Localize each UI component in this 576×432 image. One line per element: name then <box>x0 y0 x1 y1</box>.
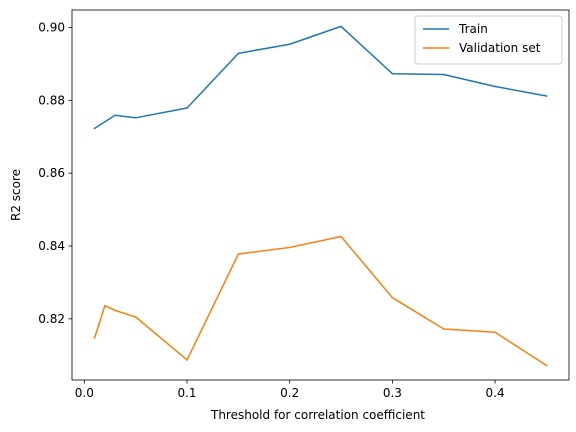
data-point <box>186 359 188 361</box>
axes-frame <box>71 9 570 381</box>
data-point <box>104 304 106 307</box>
x-tick-label: 0.1 <box>177 386 196 400</box>
x-tick-label: 0.2 <box>280 386 299 400</box>
data-point <box>340 25 342 28</box>
data-point <box>93 337 96 339</box>
y-axis-label: R2 score <box>9 169 23 221</box>
data-point <box>391 296 394 299</box>
y-tick-label: 0.90 <box>38 20 65 34</box>
data-point <box>114 309 116 312</box>
legend: Train Validation set <box>414 15 563 65</box>
y-axis-ticks: 0.82 0.84 0.86 0.88 0.90 <box>38 20 72 326</box>
y-tick-label: 0.86 <box>38 166 65 180</box>
legend-label-train: Train <box>458 22 488 36</box>
x-tick-label: 0.4 <box>486 386 505 400</box>
data-point <box>186 107 188 109</box>
series-layer <box>93 25 548 367</box>
data-point <box>442 328 445 330</box>
data-point <box>545 95 548 97</box>
x-axis-label: Threshold for correlation coefficient <box>210 408 425 422</box>
data-point <box>494 85 496 88</box>
x-axis-ticks: 0.0 0.1 0.2 0.3 0.4 <box>75 380 505 400</box>
x-tick-label: 0.0 <box>75 386 94 400</box>
legend-label-validation: Validation set <box>459 41 541 55</box>
data-point <box>442 73 445 76</box>
plot-area <box>72 10 569 380</box>
data-point <box>93 127 96 130</box>
y-tick-label: 0.82 <box>38 312 65 326</box>
data-point <box>288 246 291 249</box>
data-point <box>391 72 394 75</box>
data-point <box>134 117 137 119</box>
series-line-validation <box>93 235 548 367</box>
x-tick-label: 0.3 <box>383 386 402 400</box>
data-point <box>288 43 291 45</box>
data-point <box>237 253 240 255</box>
data-point <box>237 52 240 55</box>
data-point <box>114 114 116 116</box>
legend-box <box>414 15 563 65</box>
data-point <box>545 364 548 367</box>
y-tick-label: 0.88 <box>38 93 65 107</box>
data-point <box>134 316 137 318</box>
data-point <box>340 235 342 238</box>
data-point <box>494 331 496 334</box>
y-tick-label: 0.84 <box>38 239 65 253</box>
